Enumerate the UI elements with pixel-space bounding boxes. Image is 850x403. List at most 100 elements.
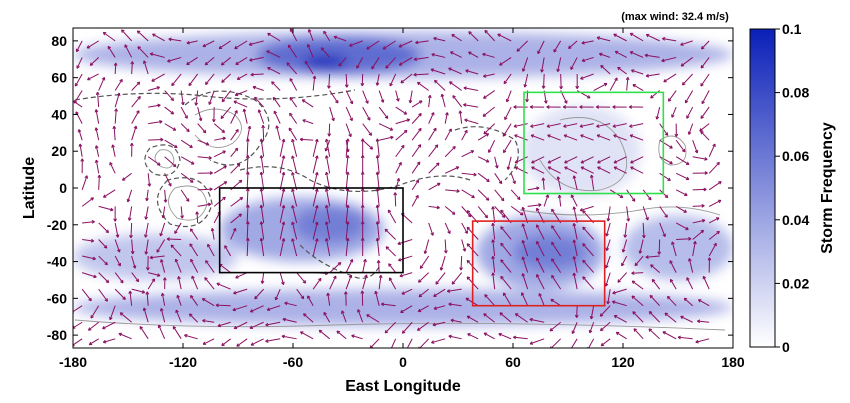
wind-vector-239 [279, 138, 286, 157]
wind-vector-146 [197, 123, 207, 134]
wind-vector-39 [102, 321, 116, 330]
wind-vector-223 [254, 96, 265, 108]
wind-vector-285 [318, 329, 330, 340]
wind-vector-487 [488, 139, 496, 153]
wind-vector-127 [180, 123, 190, 133]
wind-vector-649 [631, 280, 644, 290]
wind-vector-618 [597, 166, 611, 174]
wind-vector-362 [384, 321, 397, 334]
wind-vector-221 [261, 125, 266, 141]
wind-vector-394 [411, 100, 423, 108]
wind-vector-526 [513, 123, 528, 128]
wind-vector-386 [397, 239, 413, 246]
wind-vector-667 [649, 294, 661, 307]
wind-vector-91 [148, 86, 160, 92]
wind-vector-357 [378, 90, 385, 103]
wind-vector-138 [189, 243, 199, 257]
wind-vector-317 [345, 123, 352, 138]
contour-line-0 [154, 149, 175, 169]
wind-vector-711 [692, 203, 705, 208]
wind-vector-335 [362, 139, 374, 150]
wind-vector-64 [129, 222, 133, 239]
max-wind-annotation: (max wind: 32.4 m/s) [621, 11, 729, 23]
wind-vector-276 [312, 155, 319, 174]
x-axis: -180 -120 -60 0 60 120 180 [59, 28, 745, 370]
wind-vector-123 [180, 189, 190, 202]
wind-vector-673 [659, 206, 668, 218]
wind-vector-296 [324, 138, 331, 157]
wind-vector-117 [177, 276, 182, 290]
wind-vector-109 [164, 106, 175, 115]
wind-vector-240 [275, 125, 281, 141]
wind-vector-150 [186, 57, 198, 66]
wind-vector-230 [266, 305, 281, 312]
contour-line-3 [156, 177, 213, 228]
wind-vector-368 [387, 209, 397, 224]
wind-vector-583 [563, 123, 578, 128]
wind-vector-164 [214, 136, 226, 141]
wind-vector-521 [527, 203, 542, 207]
wind-vector-421 [433, 288, 446, 297]
wind-vector-548 [541, 73, 546, 89]
wind-vector-510 [503, 73, 512, 85]
wind-vector-128 [180, 106, 188, 119]
wind-vector-134 [188, 313, 199, 323]
wind-vector-244 [267, 66, 281, 75]
wind-vector-310 [345, 221, 350, 240]
wind-vector-336 [362, 123, 373, 136]
wind-vector-73 [130, 61, 135, 75]
wind-vector-569 [553, 40, 562, 53]
wind-vector-85 [145, 189, 149, 202]
wind-vector-101 [156, 239, 166, 253]
wind-vector-388 [411, 194, 419, 207]
wind-vector-702 [662, 37, 677, 42]
wind-vector-556 [551, 241, 562, 257]
wind-vector-212 [254, 288, 265, 300]
wind-vector-297 [324, 140, 331, 152]
wind-vector-53 [114, 78, 123, 91]
wind-vector-619 [597, 156, 611, 164]
wind-vector-299 [329, 106, 335, 122]
wind-vector-217 [259, 188, 265, 207]
wind-vector-168 [205, 73, 215, 85]
colorbar-ticks: 0 0.02 0.04 0.06 0.08 0.1 [775, 21, 809, 355]
x-tick-label: 180 [721, 354, 745, 370]
wind-vector-290 [324, 238, 331, 257]
wind-vector-522 [527, 186, 540, 191]
wind-vector-308 [345, 258, 354, 273]
frequency-band-2 [302, 55, 349, 69]
wind-vector-81 [145, 256, 150, 271]
wind-vector-353 [375, 138, 380, 157]
wind-vector-665 [648, 328, 661, 340]
wind-vector-565 [546, 105, 561, 109]
wind-vector-707 [688, 258, 694, 273]
wind-vector-655 [642, 189, 652, 201]
wind-vector-625 [599, 52, 611, 58]
wind-vector-177 [230, 227, 237, 240]
wind-vector-622 [595, 105, 611, 109]
wind-vector-119 [170, 244, 182, 257]
wind-vector-155 [204, 277, 215, 290]
wind-vector-450 [458, 110, 463, 124]
wind-vector-319 [345, 90, 354, 105]
wind-vector-701 [661, 56, 677, 63]
wind-vector-349 [375, 204, 380, 223]
wind-vector-630 [612, 288, 627, 295]
wind-vector-304 [336, 330, 347, 340]
wind-vector-457 [466, 315, 479, 323]
wind-vector-651 [634, 255, 644, 267]
wind-vector-158 [210, 227, 215, 240]
wind-vector-350 [375, 188, 380, 207]
wind-vector-179 [230, 196, 244, 207]
wind-vector-533 [529, 317, 545, 323]
wind-vector-374 [395, 118, 411, 125]
frequency-band-10 [522, 105, 642, 198]
x-tick-label: 0 [399, 354, 407, 370]
wind-vector-439 [448, 302, 462, 307]
wind-vector-7 [82, 219, 95, 224]
wind-vector-560 [556, 176, 562, 190]
wind-vector-190 [236, 338, 248, 347]
wind-vector-250 [296, 288, 305, 300]
wind-vector-633 [621, 239, 628, 253]
wind-vector-309 [345, 237, 350, 257]
